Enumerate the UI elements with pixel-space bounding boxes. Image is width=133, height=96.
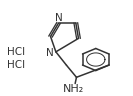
- Text: HCl: HCl: [7, 60, 25, 70]
- Text: N: N: [46, 48, 54, 58]
- Text: NH₂: NH₂: [63, 84, 84, 94]
- Text: N: N: [55, 13, 62, 23]
- Text: HCl: HCl: [7, 47, 25, 57]
